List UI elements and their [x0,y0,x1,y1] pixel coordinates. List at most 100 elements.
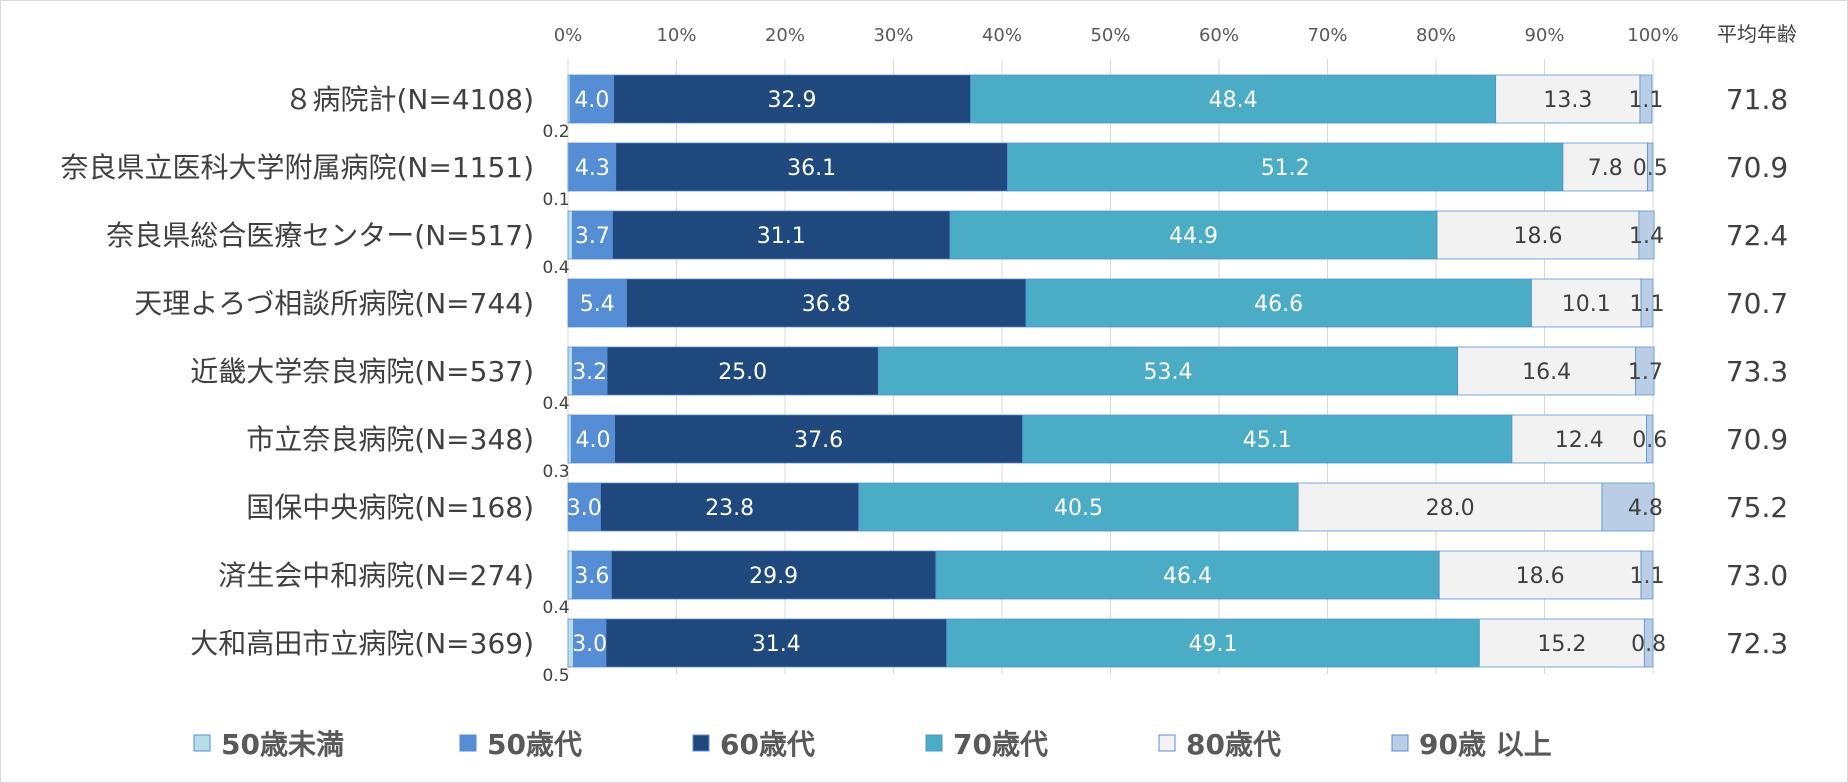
x-tick-label: 10% [656,25,696,46]
average-age-values: 71.8 70.9 72.4 70.7 73.3 70.9 75.2 73.0 72.3 [1726,83,1788,660]
x-tick-label: 0% [554,25,583,46]
bar-segment [573,618,607,668]
data-label: 16.4 [1522,360,1571,385]
bar-segment [571,210,613,260]
average-age-value: 70.9 [1726,151,1788,184]
legend: 50歳未満 50歳代 60歳代 70歳代 80歳代 90歳 以上 [193,728,1552,761]
bar-segment [1640,278,1654,328]
x-tick-label: 30% [873,25,913,46]
legend-item: 50歳代 [459,728,582,761]
data-label: 44.9 [1169,224,1218,249]
data-label: 29.9 [749,564,798,589]
data-label: 31.1 [757,224,806,249]
average-age-value: 70.7 [1726,287,1788,320]
bar-segment [1640,550,1654,600]
data-label: 18.6 [1516,564,1565,589]
bar-segment [877,346,1459,396]
data-label: 10.1 [1562,292,1611,317]
bar-segment [1639,74,1653,124]
data-label: 7.8 [1588,156,1623,181]
data-label: 1.1 [1630,292,1665,317]
bar-segment [1457,346,1637,396]
bar-segment [1601,482,1655,532]
bar-segment [614,414,1023,464]
data-label: 13.3 [1543,88,1592,113]
category-label: 大和高田市立病院(N=369) [190,627,534,660]
bar-segment [949,210,1438,260]
bar-segment [615,142,1008,192]
bar-segment [1638,210,1655,260]
average-age-value: 75.2 [1726,491,1788,524]
bar-segment [612,210,951,260]
legend-label: 90歳 以上 [1419,728,1552,761]
bar-segment [1436,210,1640,260]
bar-segment [567,482,601,532]
legend-label: 50歳代 [487,728,582,761]
bar-segment [1495,74,1641,124]
data-label: 0.4 [542,258,569,278]
data-label: 51.2 [1261,156,1310,181]
category-label: 国保中央病院(N=168) [246,491,534,524]
legend-swatch [692,734,710,752]
data-label: 28.0 [1426,496,1475,521]
data-label: 0.5 [1633,156,1668,181]
legend-swatch [1158,734,1176,752]
bar-segment [935,550,1440,600]
category-label: ８病院計(N=4108) [284,83,534,116]
category-labels: ８病院計(N=4108) 奈良県立医科大学附属病院(N=1151) 奈良県総合医療セ… [60,83,534,660]
data-label: 0.6 [1632,428,1667,453]
bar-segment [567,414,572,464]
bar-segment [1479,618,1645,668]
bar-segment [946,618,1480,668]
legend-item: 90歳 以上 [1391,728,1552,761]
average-age-value: 72.3 [1726,627,1788,660]
average-age-value: 71.8 [1726,83,1788,116]
legend-item: 80歳代 [1158,728,1281,761]
data-label: 0.5 [542,666,569,686]
data-label: 3.2 [572,360,607,385]
legend-item: 50歳未満 [193,728,344,761]
data-label: 46.6 [1254,292,1303,317]
category-label: 市立奈良病院(N=348) [246,423,534,456]
bar-segment [1531,278,1642,328]
data-label: 4.0 [575,428,610,453]
bar-segment [567,278,627,328]
data-label: 0.4 [542,394,569,414]
x-tick-label: 90% [1524,25,1564,46]
legend-item: 70歳代 [925,728,1048,761]
legend-swatch [459,734,477,752]
legend-label: 80歳代 [1186,728,1281,761]
data-label: 3.6 [574,564,609,589]
bar-segment [570,414,616,464]
category-label: 天理よろづ相談所病院(N=744) [134,287,534,320]
bar-segment [1647,142,1654,192]
average-age-value: 72.4 [1726,219,1788,252]
category-label: 奈良県立医科大学附属病院(N=1151) [60,151,534,184]
legend-swatch [193,734,211,752]
x-tick-label: 100% [1627,25,1678,46]
legend-label: 50歳未満 [221,728,344,761]
data-label: 32.9 [768,88,817,113]
bar-segment [858,482,1299,532]
average-age-value: 73.0 [1726,559,1788,592]
data-label: 31.4 [752,632,801,657]
bar-segment [567,210,573,260]
average-age-value: 73.3 [1726,355,1788,388]
data-label: 1.7 [1628,360,1663,385]
bar-segment [626,278,1027,328]
data-label: 23.8 [705,496,754,521]
data-label: 15.2 [1537,632,1586,657]
data-label: 37.6 [794,428,843,453]
legend-item: 60歳代 [692,728,815,761]
bar-segment [1025,278,1532,328]
data-label: 49.1 [1189,632,1238,657]
bar-segment [571,550,612,600]
bar-segment [1511,414,1647,464]
legend-label: 60歳代 [720,728,815,761]
data-label: 0.2 [542,122,569,142]
x-axis-tick-labels: 0% 10% 20% 30% 40% 50% 60% 70% 80% 90% 100% [554,25,1679,46]
bar-segment [970,74,1497,124]
bar-segment [1438,550,1642,600]
data-label: 48.4 [1209,88,1258,113]
